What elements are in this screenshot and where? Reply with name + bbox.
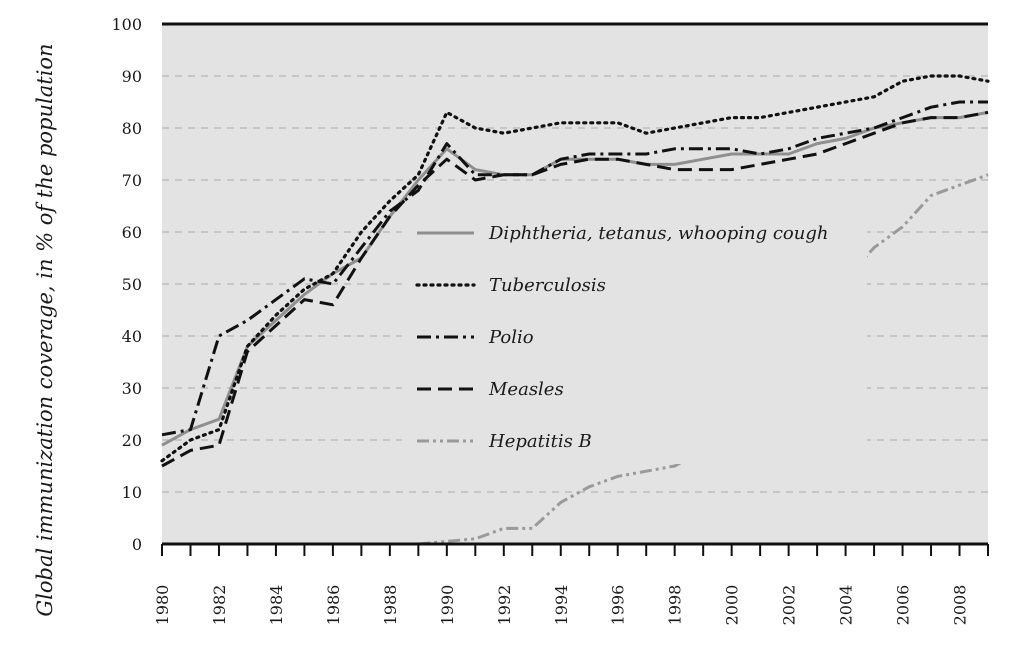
- y-tick-label: 100: [111, 15, 142, 34]
- x-tick-label: 1996: [609, 585, 628, 626]
- x-tick-label: 1992: [495, 585, 514, 626]
- y-axis-label: Global immunization coverage, in % of th…: [33, 43, 57, 616]
- x-tick-label: 1984: [267, 585, 286, 626]
- x-tick-label: 1998: [666, 585, 685, 626]
- y-tick-label: 10: [122, 483, 142, 502]
- y-tick-label: 80: [122, 119, 142, 138]
- x-tick-label: 1990: [438, 585, 457, 626]
- x-tick-label: 2004: [837, 585, 856, 626]
- legend-label: Tuberculosis: [489, 275, 606, 296]
- legend-label: Diphtheria, tetanus, whooping cough: [488, 223, 828, 244]
- x-tick-label: 1980: [153, 585, 172, 626]
- x-tick-label: 1986: [324, 585, 343, 626]
- x-tick-label: 2002: [780, 585, 799, 626]
- y-tick-label: 90: [122, 67, 142, 86]
- x-tick-label: 1982: [210, 585, 229, 626]
- x-tick-label: 2008: [951, 585, 970, 626]
- x-tick-label: 2006: [894, 585, 913, 626]
- legend-label: Polio: [488, 327, 534, 348]
- legend: Diphtheria, tetanus, whooping cough Tuber…: [402, 208, 867, 464]
- x-tick-label: 2000: [723, 585, 742, 626]
- y-tick-label: 50: [122, 275, 142, 294]
- series-line-3: [161, 110, 989, 468]
- y-tick-label: 40: [122, 327, 142, 346]
- series-line-2: [161, 100, 988, 437]
- y-tick-label: 0: [132, 535, 142, 554]
- series-line-0: [161, 110, 989, 447]
- legend-label: Measles: [488, 379, 564, 400]
- y-tick-label: 30: [122, 379, 142, 398]
- y-tick-label: 20: [122, 431, 142, 450]
- y-tick-label: 60: [122, 223, 142, 242]
- legend-label: Hepatitis B: [488, 431, 592, 452]
- x-tick-label: 1988: [381, 585, 400, 626]
- axes: 0 10 20 30 40 50 60 70 80 90 100 1980 1982 1984 1986 19…: [111, 15, 989, 626]
- y-tick-label: 70: [122, 171, 142, 190]
- legend-background: [402, 208, 867, 464]
- x-tick-label: 1994: [552, 585, 571, 626]
